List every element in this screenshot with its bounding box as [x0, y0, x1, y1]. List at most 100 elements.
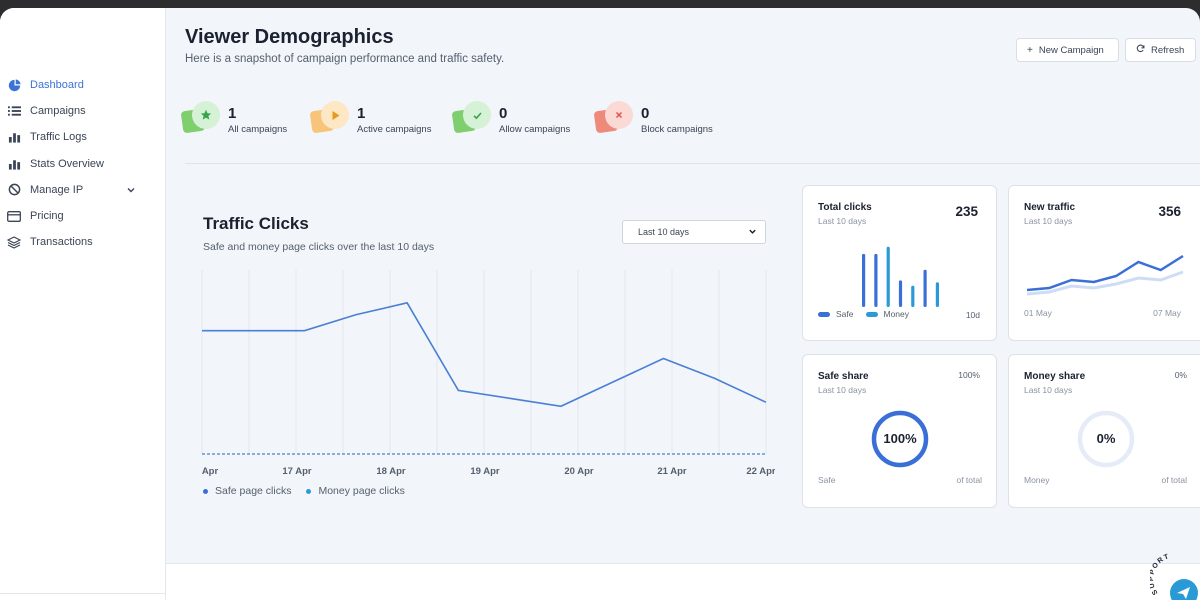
- pie-chart-icon: [7, 78, 21, 92]
- refresh-icon: [1136, 44, 1145, 56]
- legend-label: Safe page clicks: [215, 485, 292, 497]
- card-subtitle: Last 10 days: [818, 385, 867, 395]
- ring-value: 100%: [883, 431, 917, 446]
- legend-dot: [203, 488, 208, 494]
- card-footer-right: of total: [956, 475, 982, 485]
- stat-active-campaigns: 1 Active campaigns: [309, 96, 431, 140]
- sparkline-series-secondary: [1026, 270, 1184, 296]
- section-divider: [185, 163, 1200, 164]
- ban-icon: [7, 183, 21, 197]
- sidebar: Dashboard Campaigns Traffic Logs Stats O…: [0, 8, 166, 600]
- legend-pill: [865, 311, 878, 317]
- legend-label: Safe: [836, 309, 854, 319]
- card-percent: 0%: [1174, 370, 1187, 380]
- card-footer-left: Money: [1024, 475, 1050, 485]
- bar-chart-icon: [7, 130, 21, 144]
- bar: [874, 253, 878, 307]
- new-traffic-sparkline: [1026, 254, 1184, 296]
- support-label: SUPPORT: [1150, 553, 1170, 596]
- sidebar-item-label: Pricing: [30, 210, 64, 223]
- legend-pill: [818, 311, 830, 317]
- legend-label: Money page clicks: [318, 485, 405, 497]
- traffic-line-chart: Apr 17 Apr 18 Apr 19 Apr 20 Apr 21 Apr 22 Apr: [201, 270, 775, 477]
- card-title: Total clicks: [818, 202, 872, 213]
- stat-label: Block campaigns: [641, 124, 713, 135]
- sidebar-nav: Dashboard Campaigns Traffic Logs Stats O…: [0, 72, 166, 255]
- card-safe-share: Safe share Last 10 days 100% 100% Safe o…: [802, 354, 997, 508]
- new-campaign-button[interactable]: + New Campaign: [1016, 38, 1119, 62]
- chevron-down-icon: [748, 227, 757, 238]
- bar: [862, 253, 866, 307]
- refresh-button[interactable]: Refresh: [1125, 38, 1196, 62]
- play-icon: [309, 96, 351, 140]
- send-icon: [1177, 587, 1190, 599]
- card-footer-right: of total: [1161, 475, 1187, 485]
- app-window: Dashboard Campaigns Traffic Logs Stats O…: [0, 8, 1200, 600]
- stat-label: Allow campaigns: [499, 124, 571, 135]
- card-value: 235: [955, 204, 978, 219]
- legend-money: Money page clicks: [306, 485, 405, 497]
- credit-card-icon: [7, 209, 21, 223]
- x-tick-label: Apr: [202, 466, 219, 477]
- x-icon: [593, 96, 635, 140]
- sparkline-start-label: 01 May: [1024, 308, 1052, 318]
- chevron-down-icon[interactable]: [126, 185, 136, 195]
- x-tick-label: 19 Apr: [470, 466, 500, 477]
- safe-share-ring: [871, 410, 929, 468]
- x-tick-label: 22 Apr: [746, 466, 775, 477]
- bar: [923, 269, 927, 307]
- stat-value: 1: [357, 105, 366, 122]
- date-range-value: Last 10 days: [638, 227, 690, 237]
- ring-track: [1077, 410, 1135, 468]
- star-icon: [180, 96, 222, 140]
- sparkline-end-label: 07 May: [1153, 308, 1181, 318]
- card-subtitle: Last 10 days: [1024, 385, 1073, 395]
- sidebar-item-manage-ip[interactable]: Manage IP: [0, 177, 166, 203]
- traffic-chart-legend: Safe page clicks Money page clicks: [203, 485, 420, 497]
- legend-safe: Safe page clicks: [203, 485, 291, 497]
- sidebar-item-traffic-logs[interactable]: Traffic Logs: [0, 124, 166, 150]
- stat-label: All campaigns: [228, 124, 288, 135]
- list-icon: [7, 104, 21, 118]
- card-title: New traffic: [1024, 202, 1076, 213]
- sidebar-item-label: Dashboard: [30, 79, 84, 92]
- sidebar-item-label: Stats Overview: [30, 157, 104, 170]
- sidebar-item-pricing[interactable]: Pricing: [0, 203, 166, 229]
- ring-progress: [871, 410, 929, 468]
- sidebar-item-dashboard[interactable]: Dashboard: [0, 72, 166, 98]
- plus-icon: +: [1027, 44, 1033, 56]
- x-tick-label: 20 Apr: [564, 466, 594, 477]
- stat-all-campaigns: 1 All campaigns: [180, 96, 288, 140]
- card-subtitle: Last 10 days: [1024, 216, 1073, 226]
- date-range-select[interactable]: Last 10 days: [622, 220, 766, 244]
- card-legend: Safe Money: [818, 309, 921, 319]
- new-campaign-label: New Campaign: [1038, 44, 1104, 56]
- card-total-clicks: Total clicks Last 10 days 235 Safe Money…: [802, 185, 997, 341]
- traffic-chart-title: Traffic Clicks: [203, 214, 309, 233]
- sidebar-item-stats-overview[interactable]: Stats Overview: [0, 151, 166, 177]
- sidebar-item-label: Manage IP: [30, 183, 84, 196]
- sidebar-item-campaigns[interactable]: Campaigns: [0, 98, 166, 124]
- sparkline-series-primary: [1026, 254, 1184, 292]
- x-tick-label: 18 Apr: [376, 466, 406, 477]
- support-widget[interactable]: SUPPORT: [1150, 553, 1200, 600]
- card-title: Money share: [1024, 371, 1086, 382]
- stat-value: 0: [641, 105, 650, 122]
- sidebar-item-label: Campaigns: [30, 105, 86, 118]
- card-percent: 100%: [958, 370, 980, 380]
- footer-band: [166, 563, 1200, 600]
- page-subtitle: Here is a snapshot of campaign performan…: [185, 53, 505, 65]
- card-footer-left: Safe: [818, 475, 836, 485]
- refresh-label: Refresh: [1151, 44, 1185, 56]
- series-line-safe: [202, 301, 767, 408]
- stat-allow-campaigns: 0 Allow campaigns: [451, 96, 571, 140]
- sidebar-item-transactions[interactable]: Transactions: [0, 229, 166, 255]
- legend-label: Money: [883, 309, 910, 319]
- stat-value: 0: [499, 105, 508, 122]
- x-tick-label: 17 Apr: [282, 466, 312, 477]
- bar: [886, 246, 890, 307]
- card-subtitle: Last 10 days: [818, 216, 867, 226]
- check-icon: [451, 96, 493, 140]
- total-clicks-bar-chart: [862, 246, 939, 307]
- card-title: Safe share: [818, 371, 869, 382]
